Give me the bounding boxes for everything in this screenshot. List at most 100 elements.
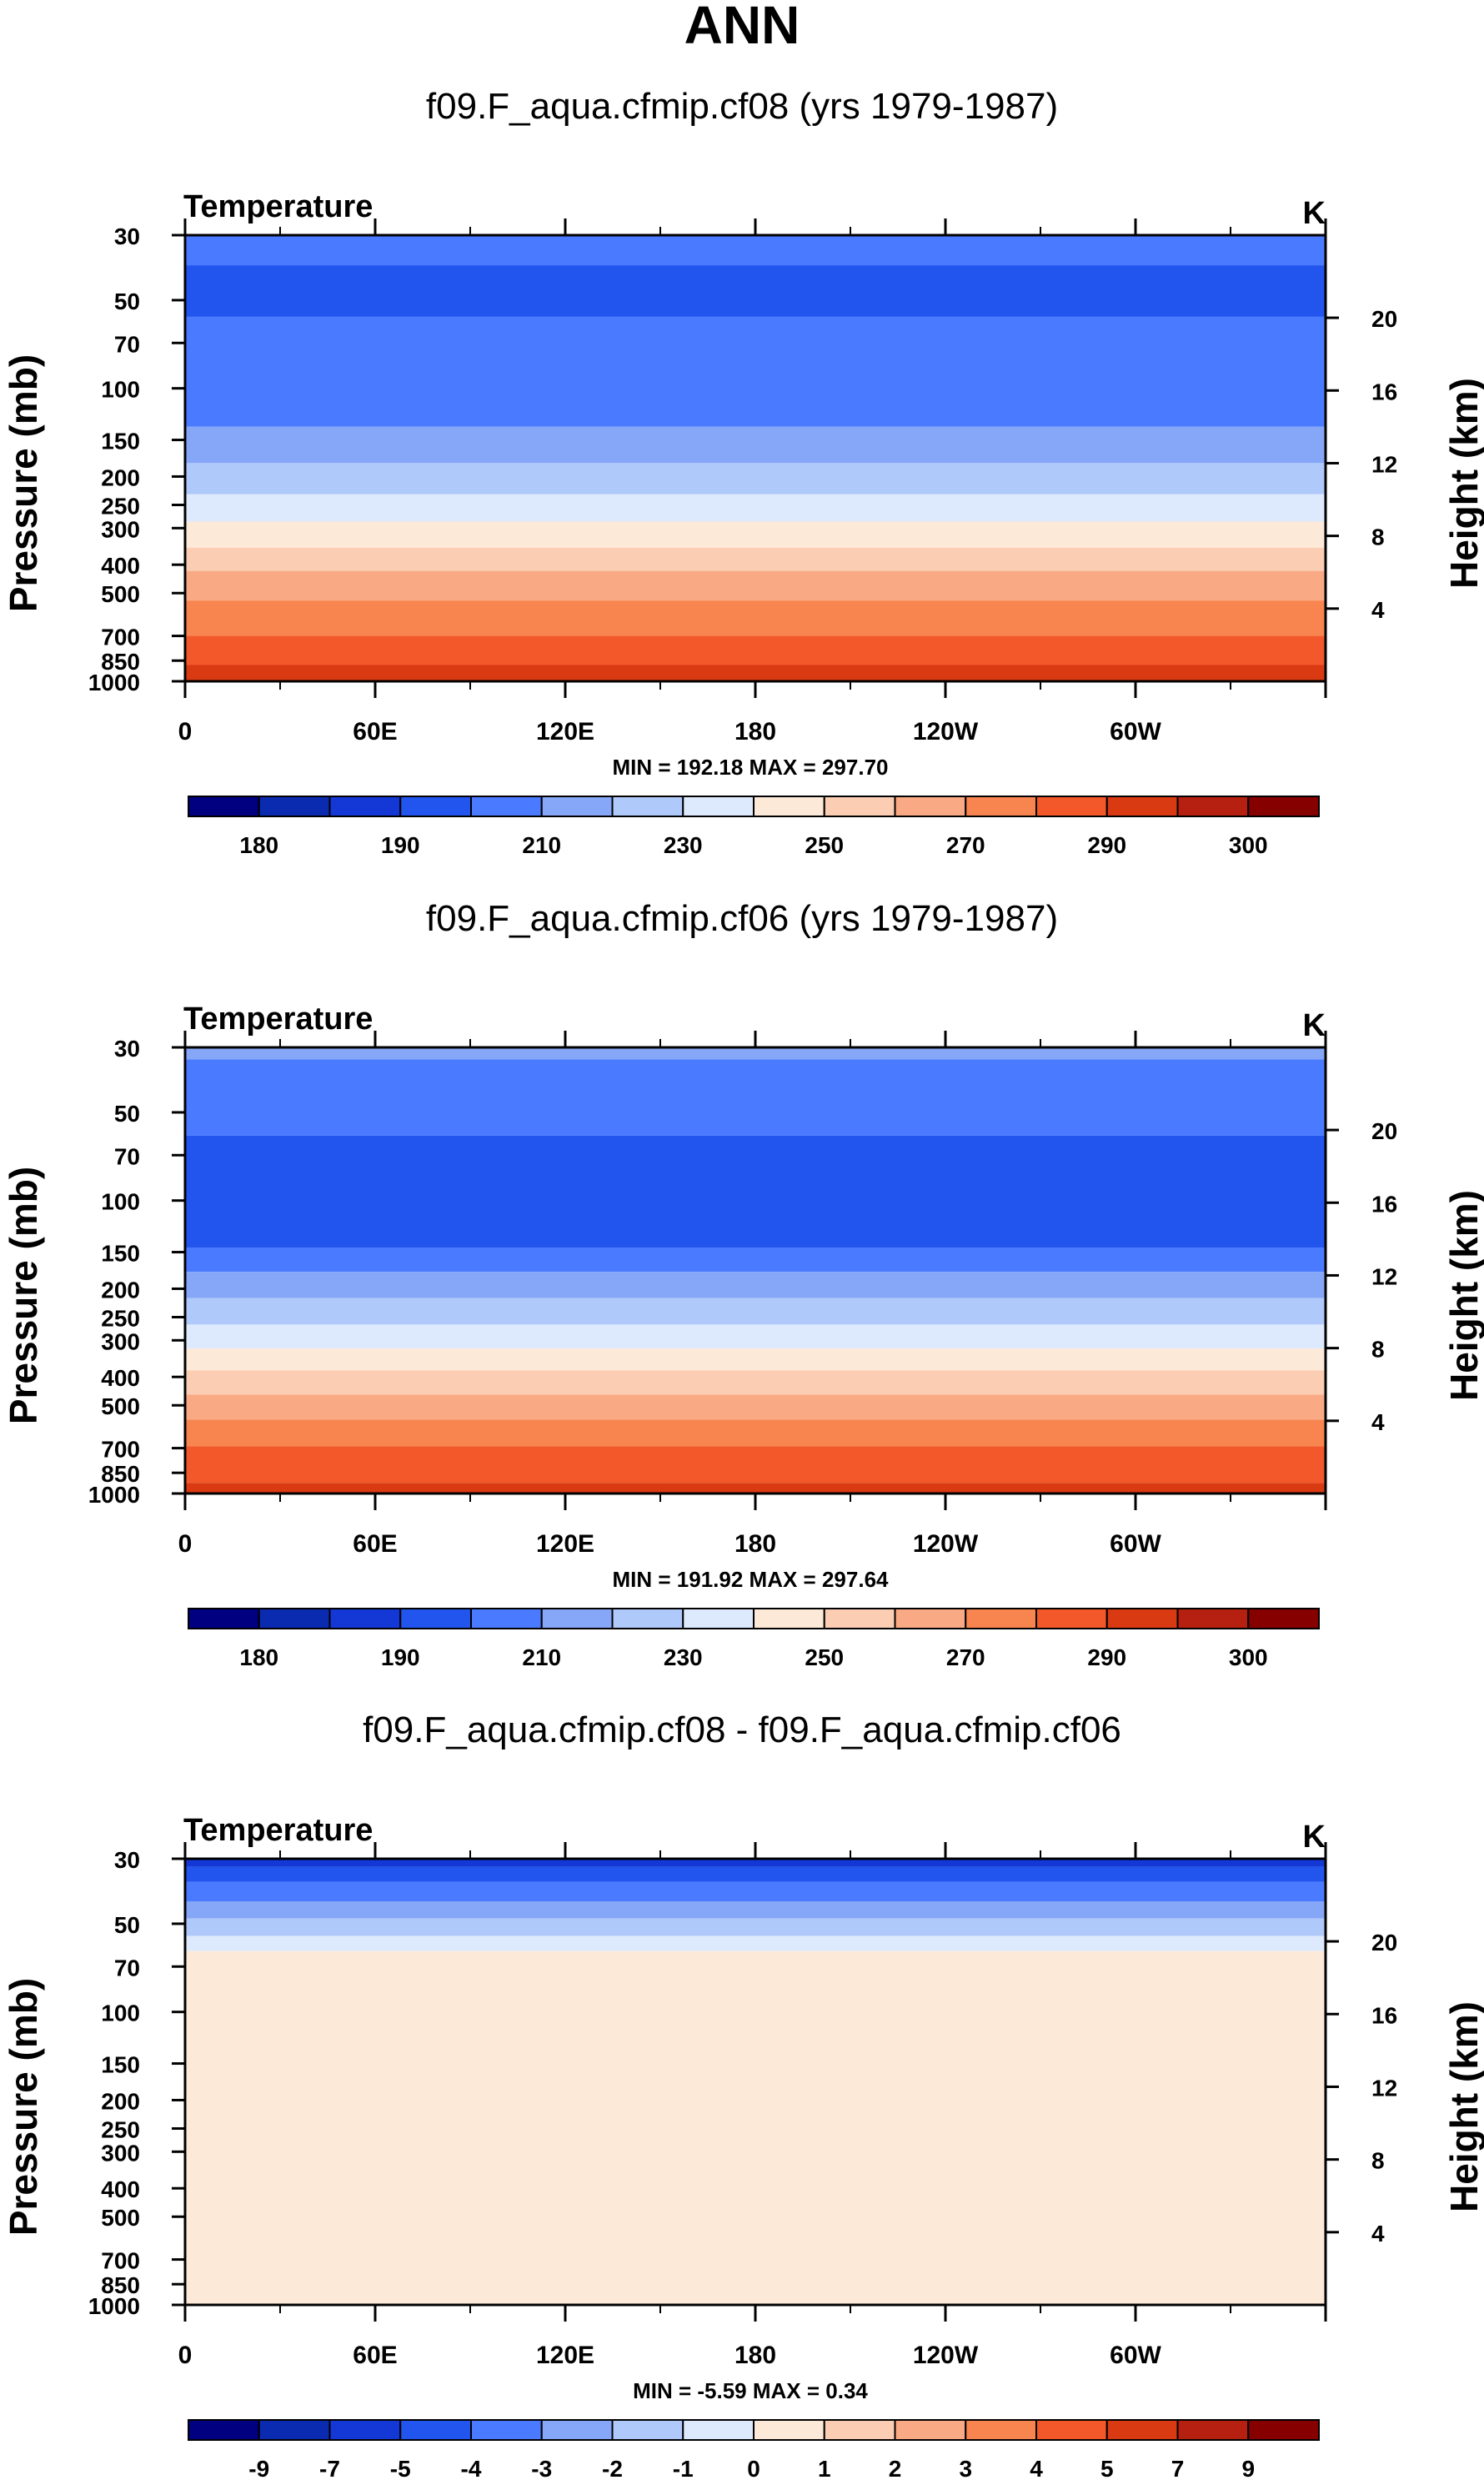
y-tick-label: 70 [114, 331, 140, 357]
x-tick-label: 60E [353, 718, 397, 746]
height-tick-label: 12 [1371, 1263, 1397, 1289]
height-tick-label: 4 [1371, 597, 1385, 623]
colorbar-swatch-9 [823, 2419, 896, 2441]
colorbar-swatch-5 [540, 796, 614, 817]
y-tick-label: 700 [101, 2248, 140, 2274]
height-tick-label: 12 [1371, 451, 1397, 477]
contour-band-5 [185, 1935, 1326, 1951]
colorbar-swatch-3 [399, 796, 472, 817]
colorbar-label: 250 [805, 1644, 844, 1670]
y-tick-label: 150 [101, 429, 140, 454]
contour-band-11 [185, 1446, 1326, 1483]
y-tick-label: 400 [101, 553, 140, 579]
units-label: K [1303, 1820, 1326, 1855]
x-tick-label: 180 [734, 718, 776, 746]
y-axis-right-title: Height (km) [1442, 1190, 1484, 1401]
contour-band-1 [185, 265, 1326, 317]
colorbar-swatch-4 [470, 796, 543, 817]
x-tick-label: 0 [178, 718, 193, 746]
colorbar-swatch-15 [1247, 2419, 1320, 2441]
y-tick-label: 850 [101, 649, 140, 675]
contour-band-0 [185, 235, 1326, 266]
colorbar-swatch-13 [1105, 2419, 1179, 2441]
variable-label: Temperature [183, 1002, 373, 1037]
colorbar-label: 9 [1241, 2456, 1255, 2480]
colorbar-label: 190 [381, 832, 420, 858]
min-max-stats: MIN = -5.59 MAX = 0.34 [633, 2378, 868, 2403]
contour-band-8 [185, 1370, 1326, 1395]
panel-title: f09.F_aqua.cfmip.cf08 (yrs 1979-1987) [426, 86, 1058, 127]
x-tick-label: 60E [353, 2342, 397, 2369]
y-tick-label: 500 [101, 1393, 140, 1419]
colorbar-label: 4 [1030, 2456, 1043, 2480]
contour-band-1 [185, 1866, 1326, 1882]
colorbar-swatch-0 [188, 1608, 260, 1629]
colorbar-swatch-8 [753, 796, 825, 817]
contour-band-1 [185, 1059, 1326, 1136]
colorbar-label: -2 [602, 2456, 623, 2480]
colorbar-swatch-11 [965, 796, 1037, 817]
contour-band-11 [185, 665, 1326, 681]
colorbar-label: 230 [664, 832, 703, 858]
y-tick-label: 50 [114, 1101, 140, 1127]
contour-band-2 [185, 1881, 1326, 1902]
y-tick-label: 850 [101, 2272, 140, 2298]
contour-band-9 [185, 1394, 1326, 1420]
panel-1: f09.F_aqua.cfmip.cf08 (yrs 1979-1987) Tem… [2, 86, 1484, 858]
contour-band-9 [185, 600, 1326, 636]
y-tick-label: 150 [101, 2052, 140, 2078]
y-tick-label: 50 [114, 289, 140, 314]
min-max-stats: MIN = 191.92 MAX = 297.64 [613, 1567, 890, 1592]
colorbar-label: 190 [381, 1644, 420, 1670]
colorbar-swatch-1 [258, 796, 331, 817]
contour-band-10 [185, 635, 1326, 665]
colorbar-swatch-6 [611, 796, 684, 817]
colorbar-swatch-7 [682, 1608, 755, 1629]
height-tick-label: 20 [1371, 1930, 1397, 1955]
colorbar-label: 290 [1087, 832, 1126, 858]
y-tick-label: 400 [101, 2176, 140, 2202]
y-tick-label: 150 [101, 1241, 140, 1267]
colorbar-label: 7 [1171, 2456, 1185, 2480]
colorbar-swatch-0 [188, 2419, 260, 2441]
y-tick-label: 1000 [88, 1482, 140, 1508]
y-tick-label: 300 [101, 516, 140, 542]
colorbar-label: -9 [248, 2456, 269, 2480]
colorbar-swatch-4 [470, 2419, 543, 2441]
contour-band-4 [185, 463, 1326, 494]
y-tick-label: 1000 [88, 2293, 140, 2319]
colorbar-swatch-14 [1176, 1608, 1250, 1629]
colorbar-swatch-9 [823, 1608, 896, 1629]
colorbar-swatch-10 [894, 796, 967, 817]
colorbar-label: 210 [522, 832, 561, 858]
colorbar-swatch-6 [611, 2419, 684, 2441]
colorbar-label: -3 [531, 2456, 552, 2480]
colorbar-swatch-9 [823, 796, 896, 817]
colorbar-label: 270 [946, 1644, 985, 1670]
x-tick-label: 120E [536, 2342, 594, 2369]
y-tick-label: 250 [101, 2116, 140, 2142]
colorbar-label: -7 [319, 2456, 340, 2480]
colorbar-swatch-7 [682, 2419, 755, 2441]
height-tick-label: 4 [1371, 2221, 1385, 2247]
colorbar-label: 180 [239, 1644, 278, 1670]
colorbar-swatch-14 [1176, 796, 1250, 817]
colorbar-swatch-8 [753, 1608, 825, 1629]
colorbar-swatch-3 [399, 2419, 472, 2441]
y-axis-right-title: Height (km) [1442, 2001, 1484, 2212]
colorbar-label: 300 [1229, 832, 1268, 858]
y-tick-label: 200 [101, 1277, 140, 1303]
y-axis-right-title: Height (km) [1442, 378, 1484, 589]
y-tick-label: 300 [101, 1328, 140, 1354]
contour-band-12 [185, 1483, 1326, 1494]
panel-title: f09.F_aqua.cfmip.cf06 (yrs 1979-1987) [426, 898, 1058, 939]
x-tick-label: 60E [353, 1530, 397, 1558]
y-tick-label: 200 [101, 2088, 140, 2114]
colorbar-swatch-11 [965, 1608, 1037, 1629]
contour-band-5 [185, 1298, 1326, 1325]
y-tick-label: 50 [114, 1912, 140, 1938]
colorbar-swatch-13 [1105, 796, 1179, 817]
contour-band-3 [185, 1248, 1326, 1273]
y-tick-label: 300 [101, 2140, 140, 2166]
y-tick-label: 70 [114, 1955, 140, 1980]
